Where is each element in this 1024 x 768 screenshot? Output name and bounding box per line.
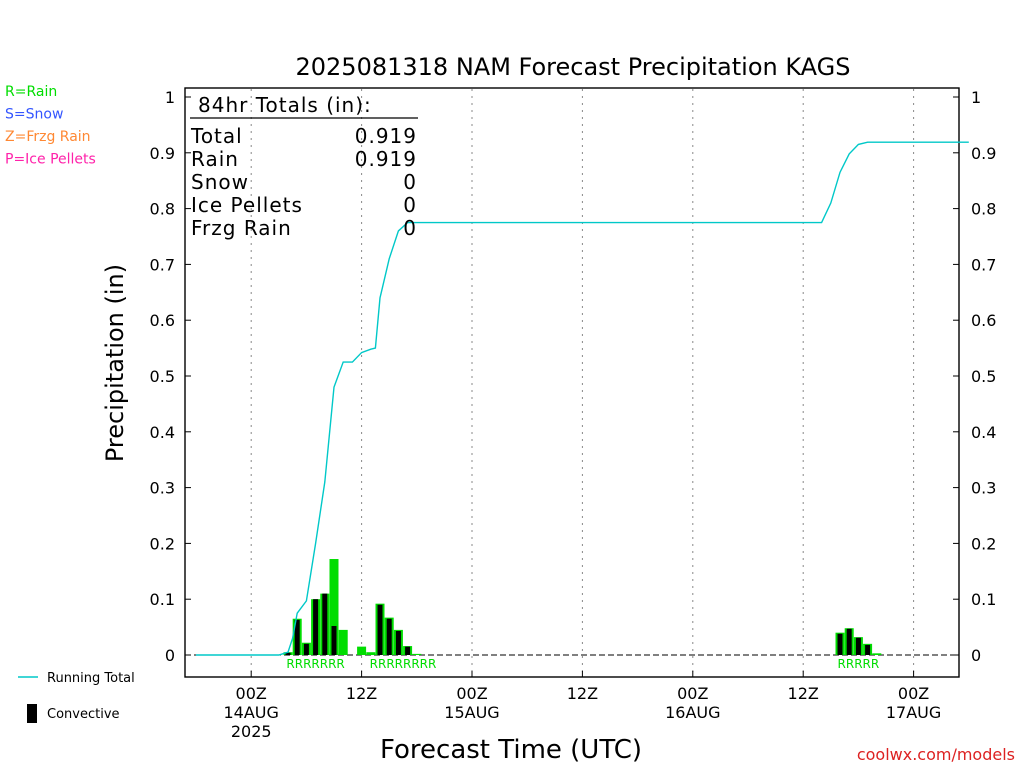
x-tick-label: 12Z <box>567 684 598 703</box>
convective-bar <box>395 631 401 655</box>
totals-row-label: Total <box>190 124 243 148</box>
y-tick-label-left: 0.6 <box>150 311 175 330</box>
totals-row-value: 0 <box>403 170 417 194</box>
y-tick-label-right: 0.8 <box>971 200 996 219</box>
x-axis-label: Forecast Time (UTC) <box>380 735 642 765</box>
legend-precip-type: S=Snow <box>5 107 63 123</box>
y-tick-label-left: 1 <box>165 88 175 107</box>
legend-convective-label: Convective <box>47 707 120 722</box>
y-tick-label-right: 0.2 <box>971 534 996 553</box>
x-tick-label: 00Z <box>456 684 487 703</box>
y-tick-label-left: 0.3 <box>150 479 175 498</box>
x-tick-label: 2025 <box>231 722 272 741</box>
rain-bar <box>366 652 376 655</box>
convective-bar <box>846 628 852 655</box>
convective-bar <box>294 619 300 655</box>
legend-running-total-label: Running Total <box>47 671 135 686</box>
convective-bar <box>331 625 337 655</box>
totals-row-label: Snow <box>191 170 249 194</box>
y-tick-label-left: 0.7 <box>150 255 175 274</box>
x-tick-label: 12Z <box>346 684 377 703</box>
x-tick-label: 12Z <box>788 684 819 703</box>
convective-bar <box>303 643 309 655</box>
convective-bar <box>855 637 861 655</box>
rain-marker-label: RRRRRRRR <box>370 657 437 671</box>
plot-frame <box>184 87 960 678</box>
rain-bar <box>329 559 339 655</box>
running-total-line <box>196 141 969 656</box>
totals-row-value: 0 <box>403 216 417 240</box>
legend-precip-type: P=Ice Pellets <box>5 152 96 168</box>
y-tick-label-right: 0.7 <box>971 255 996 274</box>
legend-convective-swatch <box>27 704 37 723</box>
totals-row-label: Frzg Rain <box>191 216 292 240</box>
y-tick-label-left: 0.5 <box>150 367 175 386</box>
y-tick-label-left: 0.4 <box>150 423 175 442</box>
y-tick-label-left: 0 <box>165 646 175 665</box>
convective-bar <box>285 652 291 655</box>
y-tick-label-left: 0.1 <box>150 590 175 609</box>
rain-bar <box>412 653 422 655</box>
y-tick-label-right: 0.1 <box>971 590 996 609</box>
x-tick-label: 15AUG <box>444 703 499 722</box>
y-tick-label-right: 1 <box>971 88 981 107</box>
convective-bar <box>313 599 319 655</box>
x-tick-label: 00Z <box>898 684 929 703</box>
x-tick-label: 14AUG <box>223 703 278 722</box>
convective-bar <box>377 604 383 655</box>
x-tick-label: 16AUG <box>665 703 720 722</box>
convective-bar <box>405 646 411 655</box>
convective-bar <box>865 644 871 655</box>
y-tick-label-right: 0.4 <box>971 423 996 442</box>
rain-bar <box>872 653 882 655</box>
convective-bar <box>386 618 392 655</box>
convective-bar <box>837 633 843 655</box>
y-tick-label-left: 0.9 <box>150 144 175 163</box>
y-tick-label-right: 0 <box>971 646 981 665</box>
rain-bar <box>338 629 348 655</box>
totals-heading: 84hr Totals (in): <box>198 93 372 117</box>
site-credit: coolwx.com/models <box>857 745 1015 764</box>
y-tick-label-right: 0.6 <box>971 311 996 330</box>
y-tick-label-right: 0.5 <box>971 367 996 386</box>
totals-row-label: Rain <box>191 147 239 171</box>
rain-bar <box>357 646 367 655</box>
y-axis-label: Precipitation (in) <box>101 264 129 462</box>
y-tick-label-right: 0.9 <box>971 144 996 163</box>
totals-row-value: 0 <box>403 193 417 217</box>
x-tick-label: 00Z <box>236 684 267 703</box>
convective-bar <box>322 593 328 655</box>
rain-marker-label: RRRRR <box>838 657 880 671</box>
totals-row-value: 0.919 <box>355 124 417 148</box>
chart-title: 2025081318 NAM Forecast Precipitation KA… <box>296 53 851 81</box>
totals-row-value: 0.919 <box>355 147 417 171</box>
legend-precip-type: Z=Frzg Rain <box>5 129 91 145</box>
x-tick-label: 00Z <box>677 684 708 703</box>
y-tick-label-right: 0.3 <box>971 479 996 498</box>
totals-row-label: Ice Pellets <box>191 193 303 217</box>
rain-marker-label: RRRRRRR <box>286 657 344 671</box>
y-tick-label-left: 0.2 <box>150 534 175 553</box>
legend-precip-type: R=Rain <box>5 84 57 100</box>
y-tick-label-left: 0.8 <box>150 200 175 219</box>
x-tick-label: 17AUG <box>886 703 941 722</box>
